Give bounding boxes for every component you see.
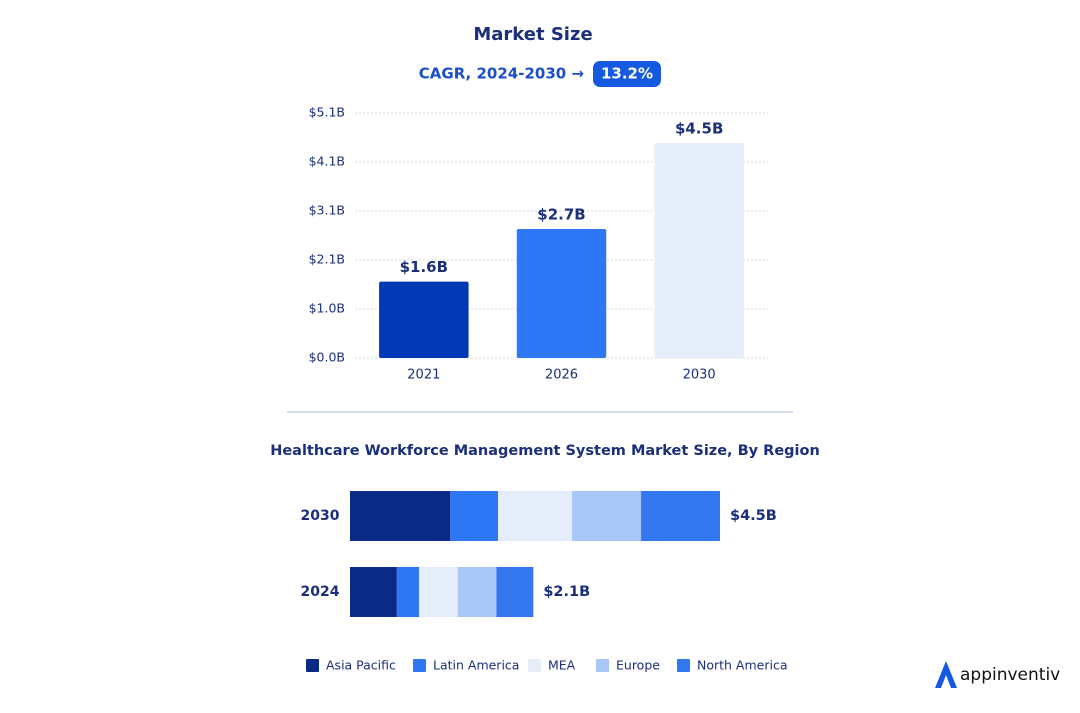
bar-segment: [498, 491, 572, 541]
chart-title: Market Size: [473, 24, 592, 45]
legend-label: MEA: [548, 658, 576, 673]
bar-segment: [350, 567, 397, 617]
legend-swatch: [306, 659, 319, 672]
legend-swatch: [596, 659, 609, 672]
bar-segment: [457, 567, 497, 617]
y-tick-label: $3.1B: [309, 203, 345, 218]
subtitle: CAGR, 2024-2030 →: [419, 65, 584, 83]
bar-segment: [350, 491, 451, 541]
bar: [379, 281, 469, 358]
brand: appinventiv: [935, 661, 1060, 688]
value-label: $2.7B: [537, 206, 585, 224]
legend-swatch: [413, 659, 426, 672]
bar: [654, 143, 744, 358]
legend-swatch: [677, 659, 690, 672]
y-tick-label: $2.1B: [309, 252, 345, 267]
y-tick-label: 2024: [301, 584, 340, 600]
value-label: $1.6B: [400, 258, 448, 276]
value-label: $4.5B: [675, 120, 723, 138]
badge: [593, 61, 661, 87]
y-tick-label: $5.1B: [309, 105, 345, 120]
x-tick-label: 2021: [407, 368, 440, 383]
bar-segment: [450, 491, 498, 541]
total-label: $4.5B: [730, 508, 777, 524]
total-label: $2.1B: [543, 584, 590, 600]
brand-name: appinventiv: [960, 665, 1060, 685]
brand-logo: [935, 661, 957, 688]
x-tick-label: 2030: [683, 368, 716, 383]
y-tick-label: 2030: [301, 508, 340, 524]
bar-segment: [572, 491, 642, 541]
y-tick-label: $4.1B: [309, 154, 345, 169]
bar-segment: [496, 567, 534, 617]
bar-segment: [419, 567, 458, 617]
legend-label: Europe: [616, 658, 660, 673]
legend-label: Asia Pacific: [326, 658, 396, 673]
bar-segment: [641, 491, 720, 541]
y-tick-label: $0.0B: [309, 350, 345, 365]
legend-swatch: [528, 659, 541, 672]
chart-title: Healthcare Workforce Management System M…: [270, 443, 820, 459]
x-tick-label: 2026: [545, 368, 578, 383]
legend-label: North America: [697, 658, 788, 673]
badge-text: 13.2%: [601, 65, 653, 83]
y-tick-label: $1.0B: [309, 301, 345, 316]
bar: [516, 229, 607, 358]
bar-segment: [396, 567, 420, 617]
legend-label: Latin America: [433, 658, 519, 673]
